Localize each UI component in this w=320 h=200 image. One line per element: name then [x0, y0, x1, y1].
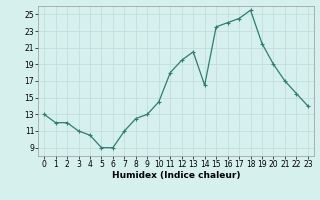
X-axis label: Humidex (Indice chaleur): Humidex (Indice chaleur) [112, 171, 240, 180]
